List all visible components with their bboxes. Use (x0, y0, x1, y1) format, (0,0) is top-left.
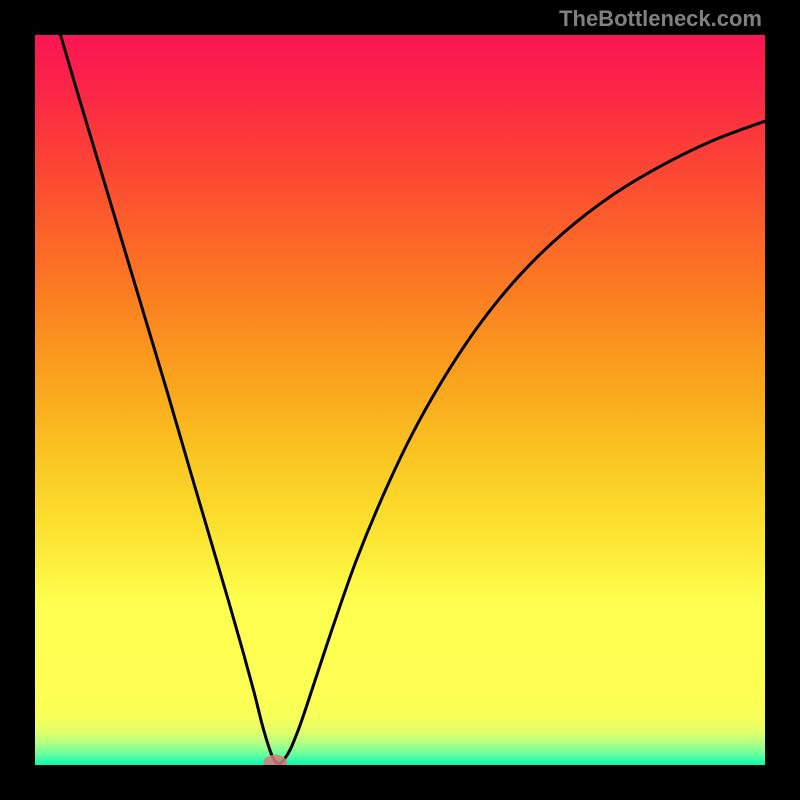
watermark-text: TheBottleneck.com (559, 6, 762, 32)
chart-frame: TheBottleneck.com (0, 0, 800, 800)
chart-background (35, 35, 765, 765)
chart-svg (35, 35, 765, 765)
plot-area (35, 35, 765, 765)
